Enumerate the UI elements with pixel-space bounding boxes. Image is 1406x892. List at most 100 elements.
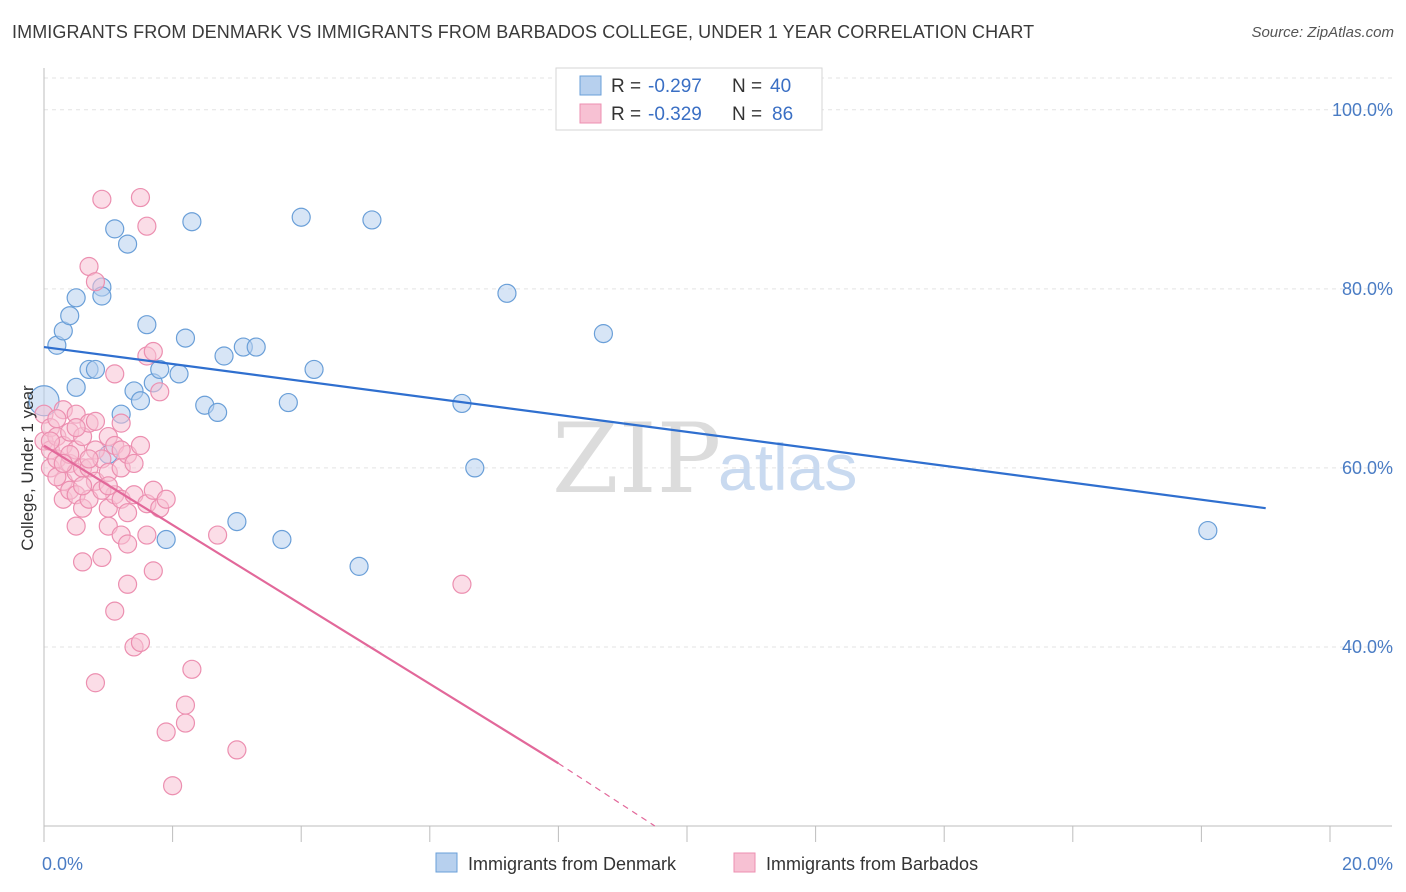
point-barbados-42 [105, 601, 125, 621]
point-denmark-4 [66, 377, 86, 397]
point-barbados-72 [452, 574, 472, 594]
point-denmark-16 [150, 359, 170, 380]
point-barbados-28 [85, 411, 106, 431]
point-barbados-54 [130, 632, 151, 653]
point-barbados-66 [163, 776, 183, 796]
point-denmark-17 [156, 529, 176, 550]
point-denmark-13 [130, 391, 151, 411]
point-denmark-36 [593, 324, 614, 344]
point-barbados-81 [79, 449, 99, 469]
series-legend: Immigrants from Denmark Immigrants from … [435, 852, 978, 874]
watermark-atlas-text: atlas [718, 430, 857, 504]
point-barbados-58 [137, 525, 157, 545]
point-barbados-64 [156, 489, 176, 509]
point-barbados-83 [117, 503, 138, 523]
point-denmark-20 [182, 212, 202, 232]
point-barbados-43 [111, 413, 131, 433]
point-barbados-49 [117, 574, 138, 594]
legend-r-label-barbados: R = [611, 104, 641, 125]
point-denmark-27 [272, 529, 292, 550]
point-denmark-14 [137, 315, 157, 335]
legend-n-label-denmark: N = [732, 76, 762, 97]
point-barbados-61 [143, 561, 163, 581]
point-barbados-69 [182, 659, 202, 679]
y-tick-label-2: 80.0% [1342, 279, 1393, 299]
trend-line-barbados [43, 444, 559, 765]
y-tick-labels: 40.0% 60.0% 80.0% 100.0% [1332, 100, 1393, 657]
point-barbados-50 [124, 453, 144, 474]
point-denmark-35 [497, 283, 517, 303]
y-tick-label-1: 60.0% [1342, 458, 1393, 478]
x-tick-labels: 0.0% 20.0% [42, 854, 1393, 874]
bottom-legend-swatch-barbados [733, 852, 756, 873]
point-barbados-31 [85, 673, 106, 693]
point-denmark-38 [85, 359, 106, 380]
point-barbados-32 [92, 189, 112, 209]
bottom-legend-swatch-denmark [435, 852, 458, 873]
point-barbados-62 [150, 382, 170, 402]
stats-legend: R = -0.297 N = 40 R = -0.329 N = 86 [555, 67, 823, 131]
point-barbados-80 [66, 418, 86, 438]
bottom-legend-label-denmark: Immigrants from Denmark [468, 854, 677, 874]
point-denmark-28 [278, 392, 298, 413]
point-barbados-75 [72, 476, 93, 496]
point-barbados-70 [208, 525, 228, 545]
y-tick-label-0: 40.0% [1342, 637, 1393, 657]
point-denmark-32 [362, 210, 382, 230]
gridlines [44, 77, 1392, 648]
point-denmark-31 [349, 556, 369, 576]
trend-line-denmark [43, 345, 1266, 510]
point-denmark-22 [208, 402, 228, 422]
point-denmark-24 [227, 512, 247, 532]
point-barbados-77 [111, 440, 131, 460]
watermark: ZIP atlas [552, 403, 857, 515]
point-denmark-23 [214, 346, 234, 366]
point-denmark-3 [60, 306, 80, 326]
x-tick-label-0: 0.0% [42, 854, 83, 874]
point-barbados-68 [175, 713, 196, 733]
point-barbados-34 [92, 547, 112, 568]
point-denmark-19 [175, 328, 196, 348]
x-tick-label-1: 20.0% [1342, 854, 1393, 874]
point-barbados-65 [156, 722, 176, 742]
point-barbados-53 [130, 187, 151, 208]
point-denmark-11 [117, 234, 138, 254]
point-barbados-48 [117, 534, 138, 554]
point-denmark-9 [105, 219, 125, 239]
legend-swatch-denmark [579, 75, 602, 96]
chart-source: Source: ZipAtlas.com [1251, 24, 1394, 41]
point-denmark-29 [291, 207, 311, 227]
point-denmark-30 [304, 359, 324, 380]
point-barbados-85 [47, 409, 67, 429]
point-barbados-67 [175, 695, 196, 715]
legend-r-label-denmark: R = [611, 76, 641, 97]
legend-swatch-barbados [579, 103, 602, 124]
point-denmark-37 [1198, 520, 1218, 541]
point-barbados-55 [137, 216, 157, 236]
y-tick-label-3: 100.0% [1332, 100, 1393, 120]
point-denmark-34 [465, 458, 485, 478]
trend-lines [43, 345, 1266, 827]
point-barbados-59 [143, 341, 163, 362]
point-denmark-26 [246, 337, 266, 357]
trend-line-dashed-barbados [558, 762, 656, 827]
point-denmark-18 [169, 364, 189, 384]
data-points [28, 187, 1218, 796]
watermark-zip-text: ZIP [552, 403, 721, 515]
point-barbados-84 [40, 431, 61, 451]
legend-n-value-barbados: 86 [772, 104, 793, 125]
legend-r-value-barbados: -0.329 [648, 104, 702, 125]
chart-title: IMMIGRANTS FROM DENMARK VS IMMIGRANTS FR… [12, 22, 1035, 42]
point-barbados-18 [66, 516, 86, 536]
legend-n-value-denmark: 40 [770, 76, 791, 97]
point-barbados-22 [72, 552, 93, 572]
point-denmark-5 [66, 288, 86, 308]
legend-n-label-barbados: N = [732, 104, 762, 125]
point-barbados-39 [105, 364, 125, 384]
point-barbados-27 [85, 272, 106, 292]
point-barbados-78 [130, 435, 151, 456]
legend-r-value-denmark: -0.297 [648, 76, 702, 97]
point-barbados-71 [227, 740, 247, 760]
y-axis-label: College, Under 1 year [18, 385, 37, 551]
